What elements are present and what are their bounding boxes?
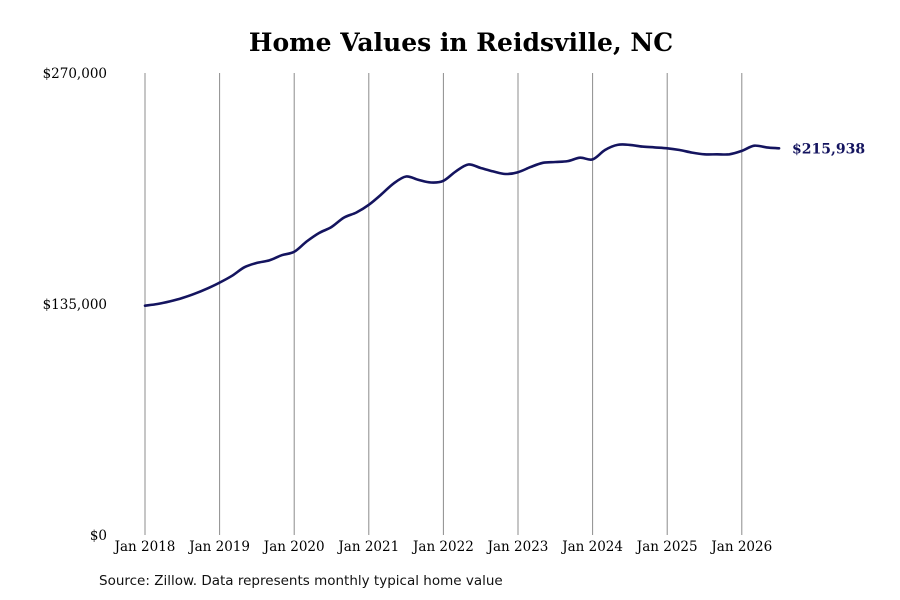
- x-tick-label: Jan 2020: [262, 539, 325, 555]
- y-tick-label: $0: [90, 528, 107, 544]
- x-tick-label: Jan 2024: [560, 539, 623, 555]
- gridlines: [144, 73, 743, 535]
- x-tick-label: Jan 2022: [411, 539, 474, 555]
- x-tick-label: Jan 2026: [709, 539, 772, 555]
- home-value-line: [143, 143, 781, 307]
- x-tick-label: Jan 2023: [486, 539, 549, 555]
- end-value-label: $215,938: [792, 141, 865, 157]
- x-tick-label: Jan 2018: [113, 539, 176, 555]
- x-tick-label: Jan 2019: [187, 539, 250, 555]
- y-axis-ticks: $0 $135,000 $270,000: [43, 66, 107, 544]
- y-tick-label: $270,000: [43, 66, 107, 82]
- x-axis-ticks: Jan 2018 Jan 2019 Jan 2020 Jan 2021 Jan 2022…: [113, 539, 773, 555]
- y-tick-label: $135,000: [43, 297, 107, 313]
- x-tick-label: Jan 2025: [635, 539, 698, 555]
- x-tick-label: Jan 2021: [336, 539, 399, 555]
- source-note: Source: Zillow. Data represents monthly …: [99, 573, 503, 589]
- chart-title: Home Values in Reidsville, NC: [248, 28, 674, 57]
